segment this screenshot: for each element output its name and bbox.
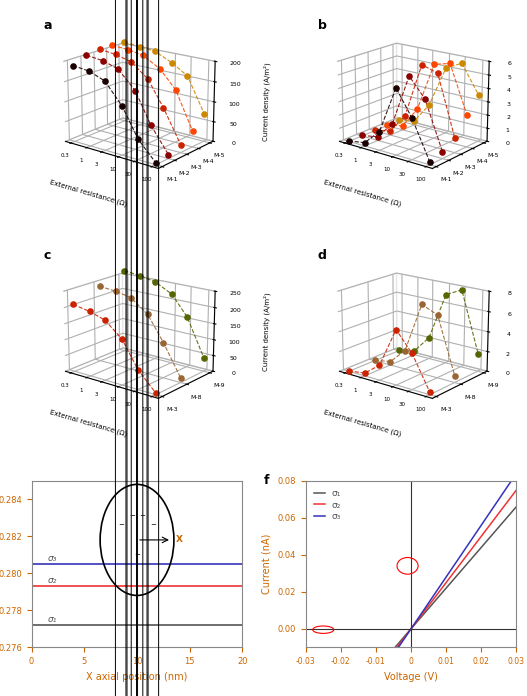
Text: −: − [134, 552, 140, 557]
X-axis label: External resistance (Ω): External resistance (Ω) [323, 179, 402, 207]
Text: σ₁: σ₁ [47, 615, 57, 624]
X-axis label: X axial position (nm): X axial position (nm) [86, 672, 188, 681]
Text: c: c [44, 249, 51, 262]
Text: b: b [318, 19, 327, 32]
Text: −: − [129, 513, 135, 519]
Line: σ₂: σ₂ [306, 490, 516, 696]
σ₁ [513, 503, 520, 511]
Text: σ₂: σ₂ [47, 576, 57, 585]
Text: X: X [176, 535, 183, 544]
Text: d: d [318, 249, 327, 262]
σ₁ [503, 515, 509, 523]
Text: −: − [118, 522, 124, 528]
Text: a: a [44, 19, 52, 32]
σ₃ [513, 469, 520, 477]
σ₂ [503, 500, 509, 508]
X-axis label: External resistance (Ω): External resistance (Ω) [49, 409, 128, 437]
X-axis label: External resistance (Ω): External resistance (Ω) [323, 409, 402, 437]
σ₂ [513, 486, 520, 494]
σ₃ [503, 484, 509, 493]
Text: f: f [264, 474, 269, 487]
Line: σ₁: σ₁ [306, 507, 516, 696]
X-axis label: Voltage (V): Voltage (V) [384, 672, 438, 681]
Text: −: − [139, 513, 145, 519]
σ₁ [495, 523, 502, 532]
σ₂ [359, 690, 365, 696]
Legend: σ₁, σ₂, σ₃: σ₁, σ₂, σ₃ [310, 485, 345, 525]
Y-axis label: Current (nA): Current (nA) [262, 534, 272, 594]
Text: σ₃: σ₃ [47, 554, 57, 563]
σ₁ [359, 681, 365, 690]
X-axis label: External resistance (Ω): External resistance (Ω) [49, 179, 128, 207]
σ₂ [495, 509, 502, 518]
Line: σ₃: σ₃ [306, 473, 516, 696]
Text: −: − [150, 522, 156, 528]
σ₃ [495, 496, 502, 504]
